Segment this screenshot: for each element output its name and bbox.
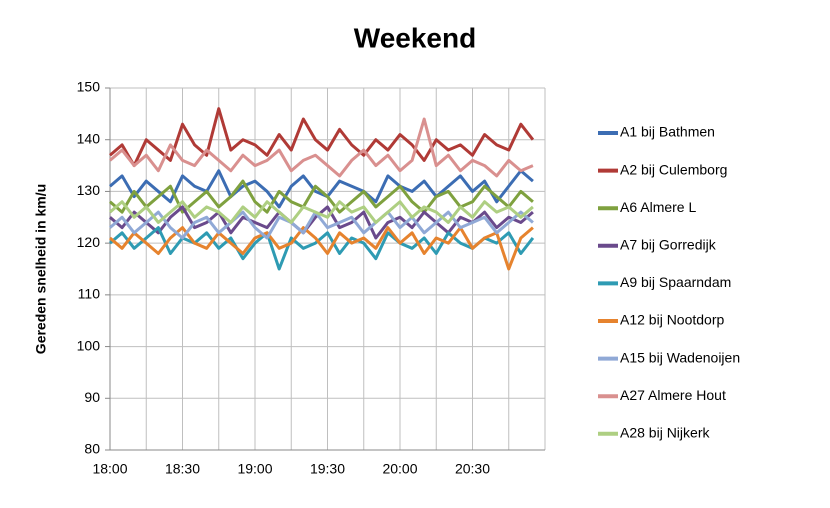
series-line [109,169,534,209]
chart-title: Weekend [354,22,476,53]
x-tick-label: 18:30 [165,461,200,477]
x-tick-label: 20:30 [455,461,490,477]
series-line [109,210,534,240]
y-tick-label: 80 [84,441,100,457]
y-axis-label: Gereden snelheid in km/u [33,184,49,354]
x-tick-label: 18:00 [92,461,127,477]
legend-label: A12 bij Nootdorp [620,312,725,328]
legend-label: A6 Almere L [620,199,696,215]
legend-label: A7 bij Gorredijk [620,237,717,253]
y-tick-label: 140 [77,130,101,146]
x-tick-label: 19:30 [310,461,345,477]
series-line [109,117,534,178]
legend-label: A9 bij Spaarndam [620,274,731,290]
series-line [109,226,534,271]
y-tick-label: 90 [84,389,100,405]
y-tick-label: 120 [77,234,101,250]
series-line [109,226,535,271]
legend-label: A15 bij Wadenoijen [620,349,740,365]
y-tick-label: 130 [77,182,101,198]
y-tick-label: 100 [77,337,101,353]
series-line [109,107,535,168]
y-tick-label: 110 [78,286,101,302]
series-line [109,205,534,240]
y-tick-label: 150 [77,79,101,95]
x-tick-label: 20:00 [382,461,417,477]
series-line [109,200,534,224]
legend-label: A1 bij Bathmen [620,124,715,140]
legend-label: A27 Almere Hout [620,387,726,403]
x-tick-label: 19:00 [237,461,272,477]
legend-label: A2 bij Culemborg [620,161,727,177]
legend-label: A28 bij Nijkerk [620,425,710,441]
